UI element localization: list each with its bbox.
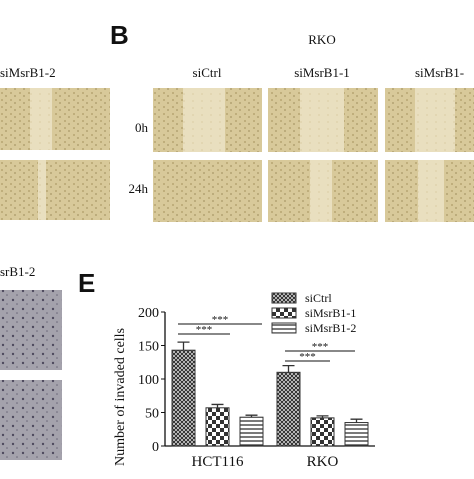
cell-line: RKO bbox=[308, 32, 335, 47]
wound-gap bbox=[415, 88, 455, 152]
bar bbox=[276, 371, 301, 447]
bar-chart: 0 50 100 150 200 Number of invaded cells HCT11… bbox=[113, 291, 375, 470]
significance-label: *** bbox=[312, 341, 329, 353]
legend-label: siMsrB1-2 bbox=[305, 321, 356, 335]
legend-swatch bbox=[271, 307, 297, 319]
column-label: siMsrB1-2 bbox=[0, 65, 56, 80]
bar bbox=[205, 407, 230, 447]
image bbox=[0, 290, 62, 370]
wound-gap bbox=[38, 160, 46, 220]
wound-gap bbox=[183, 88, 225, 152]
significance-label: *** bbox=[299, 351, 316, 363]
y-tick-label: 100 bbox=[138, 373, 159, 388]
row-label: 24h bbox=[129, 181, 149, 196]
wound-gap bbox=[30, 88, 52, 150]
legend-label: siMsrB1-1 bbox=[305, 306, 356, 320]
column-label: siMsrB1- bbox=[415, 65, 464, 80]
wound-gap bbox=[418, 160, 444, 222]
x-tick-label: HCT116 bbox=[192, 454, 244, 470]
error-bar bbox=[282, 364, 295, 373]
panel-letter: E bbox=[78, 268, 95, 298]
bar bbox=[239, 416, 264, 447]
legend-swatch bbox=[271, 322, 297, 334]
y-tick-label: 0 bbox=[152, 440, 159, 455]
error-bar bbox=[177, 341, 190, 351]
bar bbox=[344, 422, 369, 447]
significance-label: *** bbox=[212, 314, 229, 326]
column-label: siCtrl bbox=[193, 65, 222, 80]
bar bbox=[171, 349, 196, 447]
y-tick-label: 200 bbox=[138, 306, 159, 321]
panel-letter: B bbox=[110, 20, 129, 50]
error-bar bbox=[316, 415, 329, 418]
column-label: srB1-2 bbox=[0, 264, 35, 279]
image bbox=[0, 160, 110, 220]
wound-gap bbox=[310, 160, 332, 222]
bar bbox=[310, 417, 335, 447]
y-tick-label: 50 bbox=[145, 407, 159, 422]
y-axis-label: Number of invaded cells bbox=[113, 328, 128, 466]
column-label: siMsrB1-1 bbox=[294, 65, 350, 80]
legend-swatch bbox=[271, 292, 297, 304]
row-label: 0h bbox=[135, 120, 149, 135]
wound-gap bbox=[300, 88, 344, 152]
image bbox=[0, 88, 110, 150]
x-tick-label: RKO bbox=[307, 454, 339, 470]
significance-label: *** bbox=[196, 324, 213, 336]
image bbox=[153, 160, 262, 222]
y-tick-label: 150 bbox=[138, 340, 159, 355]
error-bar bbox=[211, 403, 224, 408]
error-bar bbox=[350, 418, 363, 423]
micrographs bbox=[0, 88, 474, 460]
legend-label: siCtrl bbox=[305, 291, 332, 305]
error-bar bbox=[245, 414, 258, 418]
image bbox=[0, 380, 62, 460]
